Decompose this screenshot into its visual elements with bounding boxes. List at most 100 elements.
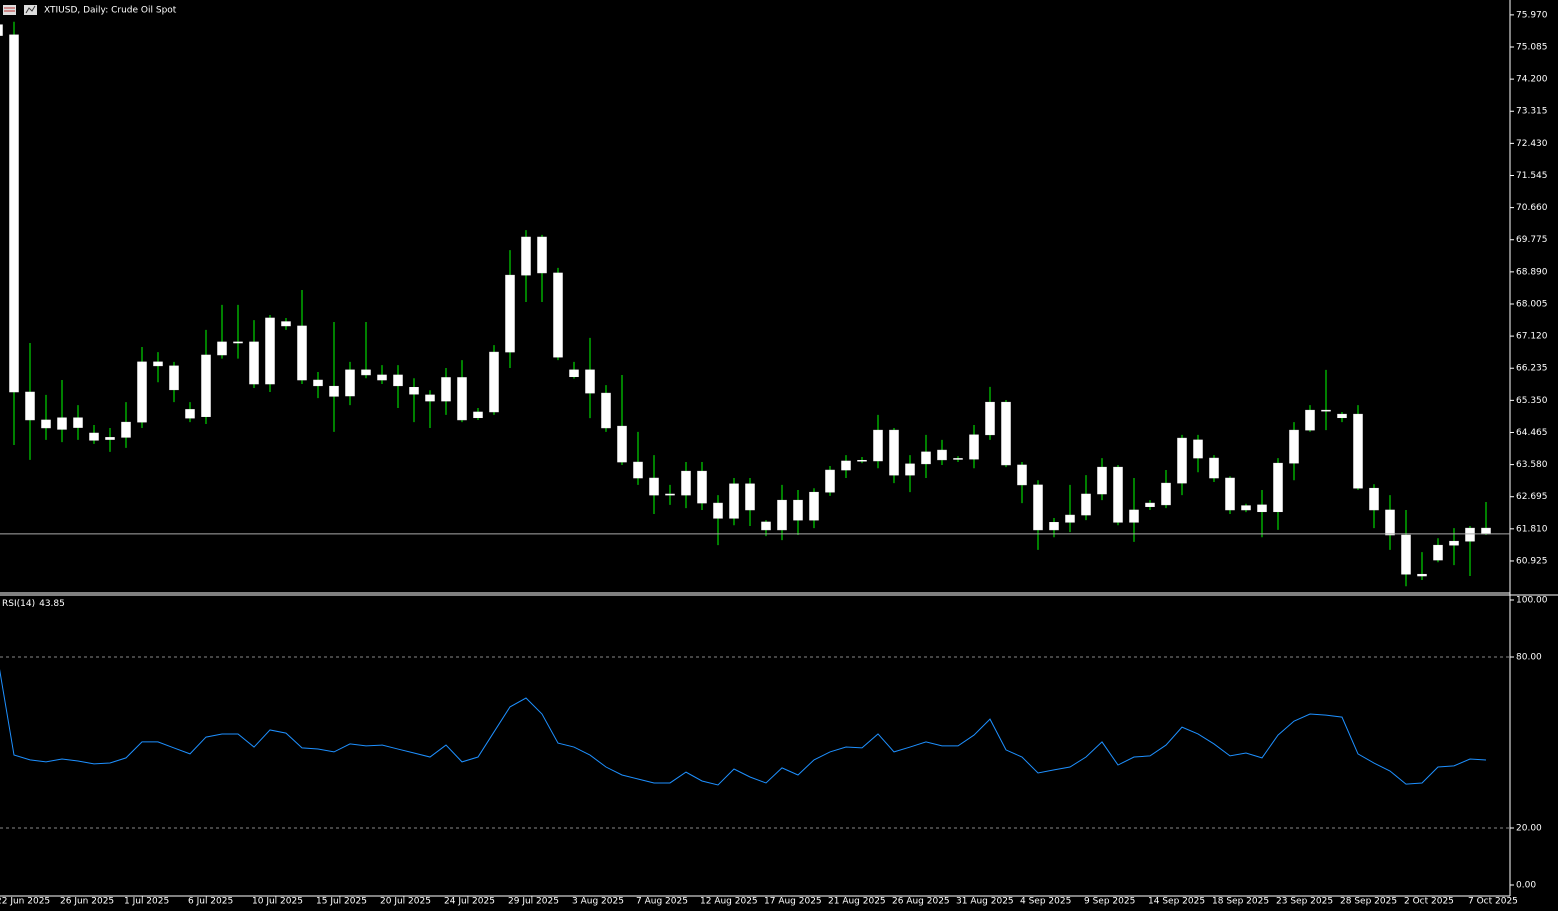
y-tick-label: 75.085 (1516, 43, 1548, 53)
x-tick-label: 15 Jul 2025 (316, 897, 367, 907)
candle-body (1161, 482, 1171, 506)
candle-body (233, 341, 243, 344)
x-tick-label: 26 Jun 2025 (60, 897, 114, 907)
candle-body (1273, 462, 1283, 513)
candle-body (73, 417, 83, 428)
y-tick-label: 63.580 (1516, 460, 1548, 470)
candle-body (0, 24, 3, 36)
x-tick-label: 21 Aug 2025 (828, 897, 886, 907)
candle-body (169, 365, 179, 391)
x-tick-label: 24 Jul 2025 (444, 897, 495, 907)
candle-body (1113, 466, 1123, 523)
candle-body (697, 470, 707, 504)
candle-body (409, 387, 419, 395)
candle-body (1449, 540, 1459, 546)
candle-body (1465, 527, 1475, 542)
candle-body (985, 401, 995, 436)
y-tick-label: 73.315 (1516, 107, 1548, 117)
candle-body (1209, 457, 1219, 479)
symbol-icons (3, 5, 37, 15)
y-tick-label: 60.925 (1516, 556, 1548, 566)
candle-body (329, 385, 339, 397)
candle-body (377, 374, 387, 381)
candle-body (729, 483, 739, 519)
y-tick-label: 80.00 (1516, 653, 1542, 663)
x-tick-label: 4 Sep 2025 (1020, 897, 1071, 907)
candle-body (345, 369, 355, 397)
candle-body (521, 236, 531, 276)
candle-body (89, 432, 99, 441)
candle-body (1353, 413, 1363, 489)
candle-body (1081, 493, 1091, 516)
x-tick-label: 28 Sep 2025 (1340, 897, 1397, 907)
candle-body (1289, 429, 1299, 464)
y-tick-label: 68.005 (1516, 299, 1548, 309)
candle-body (1033, 484, 1043, 531)
y-tick-label: 20.00 (1516, 824, 1542, 834)
x-tick-label: 14 Sep 2025 (1148, 897, 1205, 907)
candle-body (921, 451, 931, 465)
y-tick-label: 62.695 (1516, 492, 1548, 502)
candle-body (553, 272, 563, 358)
candle-body (857, 459, 867, 462)
candle-body (393, 374, 403, 387)
candle-body (1177, 437, 1187, 484)
candle-body (649, 477, 659, 496)
candle-body (473, 411, 483, 419)
candle-body (281, 321, 291, 327)
y-tick-label: 71.545 (1516, 171, 1548, 181)
candle-body (873, 429, 883, 462)
candle-body (633, 461, 643, 479)
candle-body (1385, 509, 1395, 536)
candle-body (1417, 573, 1427, 577)
x-tick-label: 20 Jul 2025 (380, 897, 431, 907)
icon (3, 5, 16, 15)
x-tick-label: 26 Aug 2025 (892, 897, 950, 907)
candle-body (1337, 413, 1347, 419)
candle-body (201, 354, 211, 417)
candle-body (361, 369, 371, 376)
y-tick-label: 74.200 (1516, 75, 1548, 85)
rsi-line (0, 668, 1487, 786)
y-tick-label: 75.970 (1516, 10, 1548, 20)
candle-body (681, 470, 691, 496)
indicator-value: 43.85 (39, 599, 65, 609)
x-tick-label: 6 Jul 2025 (188, 897, 233, 907)
candle-body (1097, 466, 1107, 495)
candle-body (1001, 401, 1011, 466)
x-tick-label: 18 Sep 2025 (1212, 897, 1269, 907)
indicator-name: RSI(14) (2, 599, 35, 609)
candle-body (761, 521, 771, 531)
candle-body (1017, 464, 1027, 486)
icon (25, 5, 36, 14)
candle-body (1049, 522, 1059, 531)
candle-body (937, 449, 947, 461)
y-tick-label: 61.810 (1516, 524, 1548, 534)
y-tick-label: 66.235 (1516, 364, 1548, 374)
candle-body (105, 437, 115, 440)
candle-body (601, 392, 611, 429)
y-tick-label: 72.430 (1516, 139, 1548, 149)
candle-body (713, 502, 723, 519)
candle-body (425, 394, 435, 402)
candle-body (505, 274, 515, 353)
candle-body (1193, 439, 1203, 459)
candle-body (297, 325, 307, 381)
candle-body (1065, 514, 1075, 523)
candle-body (41, 419, 51, 429)
candle-body (153, 361, 163, 367)
candle-body (793, 499, 803, 521)
x-tick-label: 17 Aug 2025 (764, 897, 822, 907)
candle-body (1481, 527, 1491, 535)
candle-body (441, 377, 451, 402)
candle-body (1145, 502, 1155, 507)
candle-body (905, 463, 915, 476)
x-tick-label: 31 Aug 2025 (956, 897, 1014, 907)
candle-body (137, 361, 147, 423)
candle-body (953, 458, 963, 460)
candle-body (457, 377, 467, 421)
candle-body (217, 341, 227, 356)
candle-body (537, 236, 547, 274)
